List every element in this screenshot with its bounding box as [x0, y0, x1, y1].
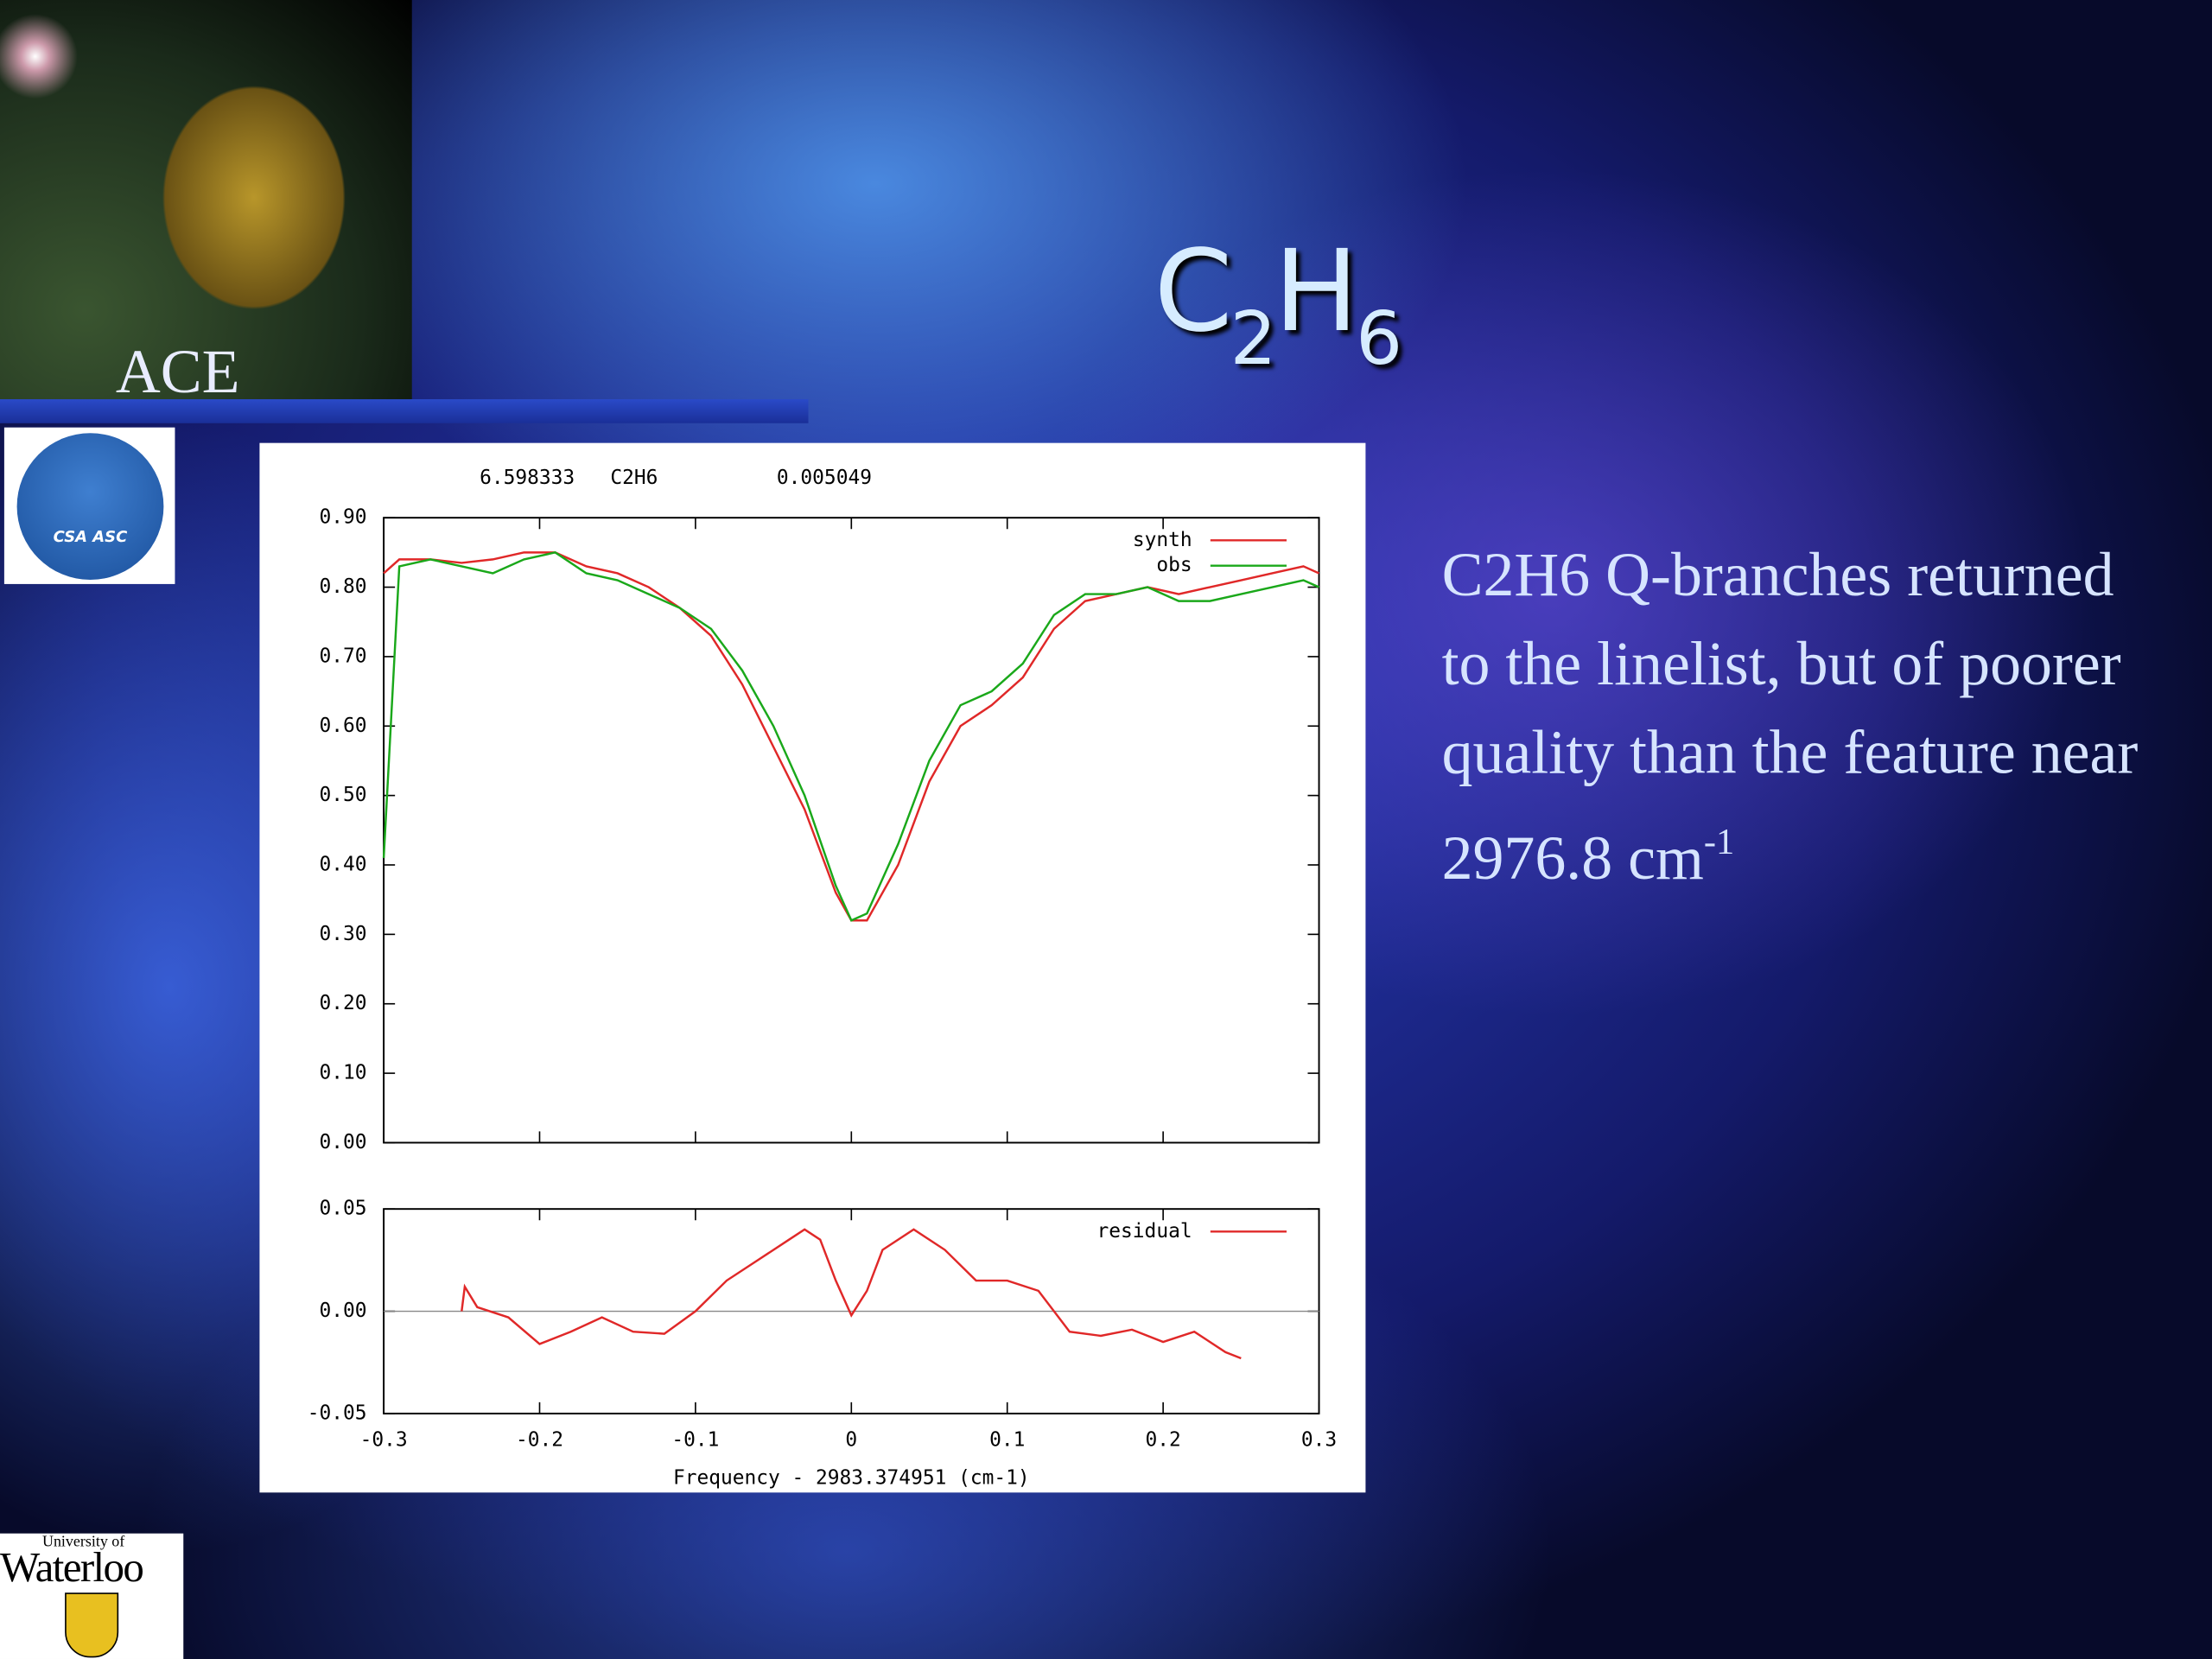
waterloo-small-text: University of	[41, 1533, 125, 1551]
header-bar	[0, 399, 809, 423]
y-tick-label: 0.00	[319, 1300, 366, 1322]
legend-label: residual	[1097, 1220, 1192, 1243]
legend-label: synth	[1133, 529, 1192, 551]
y-tick-label: 0.20	[319, 992, 366, 1014]
csa-logo-text: CSA ASC	[53, 527, 128, 546]
legend-label: obs	[1156, 554, 1192, 576]
body-text: C2H6 Q-branches returned to the linelist…	[1441, 540, 2139, 893]
title-part: C	[1154, 226, 1233, 358]
title-subscript: 6	[1356, 297, 1402, 383]
plot-frame	[383, 517, 1320, 1144]
y-tick-label: 0.50	[319, 784, 366, 806]
y-tick-label: -0.05	[308, 1402, 367, 1424]
data-line	[383, 551, 1320, 922]
y-tick-label: 0.80	[319, 575, 366, 598]
x-axis-label: Frequency - 2983.374951 (cm-1)	[673, 1467, 1030, 1490]
ace-logo	[0, 0, 412, 403]
slide-title: C2H6	[1154, 226, 1403, 383]
y-tick-label: 0.40	[319, 853, 366, 875]
title-part: H	[1274, 226, 1358, 358]
y-tick-label: 0.10	[319, 1062, 366, 1084]
waterloo-shield	[65, 1592, 119, 1658]
x-tick-label: -0.2	[516, 1428, 563, 1451]
body-superscript: -1	[1703, 821, 1735, 862]
y-tick-label: 0.60	[319, 715, 366, 737]
y-tick-label: 0.00	[319, 1131, 366, 1154]
y-tick-label: 0.70	[319, 645, 366, 667]
slide-body: C2H6 Q-branches returned to the linelist…	[1442, 531, 2176, 903]
data-line	[382, 551, 1320, 922]
waterloo-text: Waterloo	[0, 1544, 144, 1592]
y-tick-label: 0.30	[319, 923, 366, 945]
ace-logo-text: ACE	[115, 337, 240, 407]
x-tick-label: 0	[845, 1428, 857, 1451]
waterloo-logo: University of Waterloo	[0, 1533, 184, 1659]
csa-logo: CSA ASC	[3, 427, 175, 584]
csa-emblem: CSA ASC	[16, 433, 164, 581]
x-tick-label: -0.3	[360, 1428, 408, 1451]
y-tick-label: 0.90	[319, 506, 366, 529]
chart: 6.598333 C2H6 0.005049 0.90 0.80 0.70 0.60 0.…	[259, 442, 1366, 1493]
x-tick-label: -0.1	[671, 1428, 719, 1451]
x-tick-label: 0.2	[1145, 1428, 1180, 1451]
title-subscript: 2	[1230, 297, 1276, 383]
chart-title: 6.598333 C2H6 0.005049	[480, 467, 872, 489]
x-tick-label: 0.1	[989, 1428, 1025, 1451]
y-tick-label: 0.05	[319, 1198, 366, 1220]
x-tick-label: 0.3	[1301, 1428, 1337, 1451]
data-line	[461, 1228, 1242, 1360]
